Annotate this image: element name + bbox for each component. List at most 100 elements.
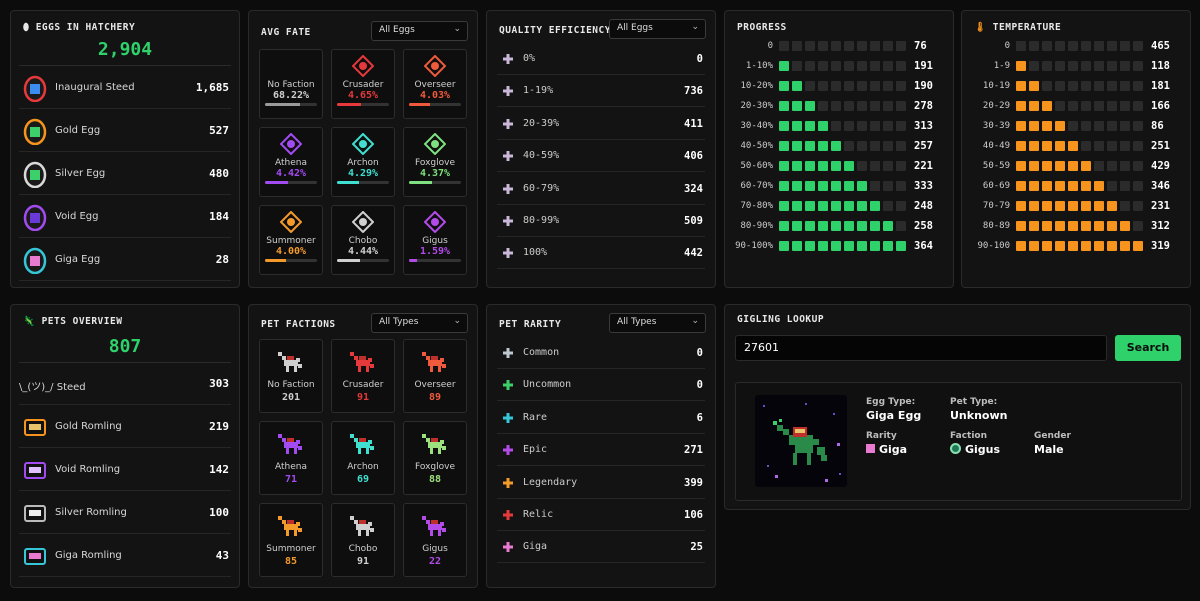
hatchery-panel: ⬮ EGGS IN HATCHERY 2,904 Inaugural Steed…: [10, 10, 240, 288]
hatchery-row-value: 1,685: [195, 81, 229, 94]
pet-row-value: 142: [209, 463, 229, 476]
temperature-segment: [1120, 101, 1130, 111]
quality-row-value: 736: [684, 85, 703, 98]
fate-card-name: Gigus: [422, 236, 448, 246]
progress-segment: [844, 161, 854, 171]
temperature-segment: [1068, 41, 1078, 51]
temperature-segment: [1107, 121, 1117, 131]
search-button[interactable]: Search: [1115, 335, 1181, 361]
fate-card-bar-fill: [337, 103, 361, 106]
thermometer-icon: 🌡: [974, 22, 993, 33]
temperature-segment: [1055, 201, 1065, 211]
temperature-segment: [1133, 201, 1143, 211]
rarity-plus-icon: [503, 348, 513, 358]
faction-card[interactable]: Gigus 22: [403, 503, 467, 577]
temperature-panel: 🌡 TEMPERATURE 0 465 1-9 118 10-19 181 20-29 166…: [961, 10, 1191, 288]
quality-row-value: 442: [684, 247, 703, 260]
progress-segment: [805, 81, 815, 91]
rarity-row-label: Legendary: [523, 476, 578, 488]
pet-row-value: 100: [209, 506, 229, 519]
quality-filter[interactable]: All Eggs ⌄: [609, 19, 706, 39]
rarity-row-label: Relic: [523, 509, 554, 520]
summoner-emblem-icon: [260, 206, 322, 236]
progress-panel: PROGRESS 0 76 1-10% 191 10-20% 190 20-30% 278 30…: [724, 10, 954, 288]
temperature-row: 1-9 118: [962, 58, 1190, 78]
fate-card[interactable]: Foxglove 4.37%: [403, 127, 467, 197]
progress-row-label: 70-80%: [740, 201, 773, 211]
temperature-segment: [1016, 241, 1026, 251]
fate-card-bar: [409, 103, 461, 106]
temperature-row-value: 166: [1151, 100, 1170, 112]
progress-segment: [792, 141, 802, 151]
progress-row: 20-30% 278: [725, 98, 953, 118]
fate-card[interactable]: No Faction 68.22%: [259, 49, 323, 119]
faction-card-name: Summoner: [266, 544, 316, 554]
faction-card[interactable]: Overseer 89: [403, 339, 467, 413]
faction-card[interactable]: No Faction 201: [259, 339, 323, 413]
fate-card-name: Athena: [275, 158, 307, 168]
temperature-segment: [1029, 221, 1039, 231]
chevron-down-icon: ⌄: [453, 24, 461, 34]
hatchery-row: Void Egg 184: [19, 198, 231, 238]
temperature-segment: [1120, 181, 1130, 191]
quality-row-value: 0: [696, 53, 703, 65]
progress-segment: [792, 81, 802, 91]
quality-title: QUALITY EFFICIENCY: [499, 25, 611, 36]
fate-card[interactable]: Gigus 1.59%: [403, 205, 467, 275]
temperature-segment: [1055, 241, 1065, 251]
progress-segment: [779, 41, 789, 51]
avg-fate-title: AVG FATE: [261, 27, 311, 38]
pet-row-label: Silver Romling: [55, 507, 127, 518]
progress-segment: [870, 201, 880, 211]
faction-card[interactable]: Athena 71: [259, 421, 323, 495]
hatchery-row-value: 184: [209, 210, 229, 223]
temperature-segment: [1055, 61, 1065, 71]
temperature-row-value: 429: [1151, 160, 1170, 172]
lookup-title: GIGLING LOOKUP: [737, 314, 825, 325]
temperature-segment: [1094, 221, 1104, 231]
progress-row-label: 20-30%: [740, 101, 773, 111]
fate-card[interactable]: Crusader 4.65%: [331, 49, 395, 119]
egg-type-field: Egg Type: Giga Egg: [866, 397, 922, 422]
progress-row-value: 191: [914, 60, 933, 72]
fate-card[interactable]: Overseer 4.03%: [403, 49, 467, 119]
faction-card[interactable]: Archon 69: [331, 421, 395, 495]
fate-card[interactable]: Archon 4.29%: [331, 127, 395, 197]
progress-segment: [818, 121, 828, 131]
temperature-segment: [1042, 221, 1052, 231]
quality-row-value: 324: [684, 182, 703, 195]
progress-segment: [857, 141, 867, 151]
faction-card-name: Athena: [275, 462, 307, 472]
faction-card[interactable]: Crusader 91: [331, 339, 395, 413]
temperature-segment: [1120, 201, 1130, 211]
faction-card-value: 85: [284, 556, 298, 567]
quality-row: 0% 0: [497, 43, 705, 75]
avg-fate-filter[interactable]: All Eggs ⌄: [371, 21, 468, 41]
rarity-row: Giga 25: [497, 531, 705, 564]
progress-row-label: 80-90%: [740, 221, 773, 231]
progress-title: PROGRESS: [737, 22, 787, 33]
progress-segment: [818, 101, 828, 111]
quality-row-value: 406: [684, 150, 703, 163]
faction-card[interactable]: Summoner 85: [259, 503, 323, 577]
fate-card-bar: [409, 259, 461, 262]
progress-row-label: 30-40%: [740, 121, 773, 131]
temperature-segment: [1120, 141, 1130, 151]
result-card: Egg Type: Giga Egg Pet Type: Unknown Rar…: [735, 382, 1182, 501]
fate-card[interactable]: Chobo 4.44%: [331, 205, 395, 275]
hatchery-row-label: Giga Egg: [55, 254, 101, 265]
fate-card[interactable]: Athena 4.42%: [259, 127, 323, 197]
faction-card[interactable]: Chobo 91: [331, 503, 395, 577]
temperature-segment: [1094, 161, 1104, 171]
factions-filter[interactable]: All Types ⌄: [371, 313, 468, 333]
progress-segment: [818, 61, 828, 71]
temperature-row-value: 251: [1151, 140, 1170, 152]
pet-row: \_(ツ)_/ Steed 303: [19, 365, 231, 405]
rarity-filter[interactable]: All Types ⌄: [609, 313, 706, 333]
gigling-id-input[interactable]: 27601: [735, 335, 1107, 361]
temperature-segment: [1016, 81, 1026, 91]
progress-segment: [792, 241, 802, 251]
fate-card[interactable]: Summoner 4.00%: [259, 205, 323, 275]
faction-card[interactable]: Foxglove 88: [403, 421, 467, 495]
pet-row: Gold Romling 219: [19, 408, 231, 448]
